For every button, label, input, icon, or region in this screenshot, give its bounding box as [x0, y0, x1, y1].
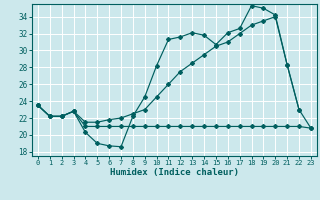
- X-axis label: Humidex (Indice chaleur): Humidex (Indice chaleur): [110, 168, 239, 177]
